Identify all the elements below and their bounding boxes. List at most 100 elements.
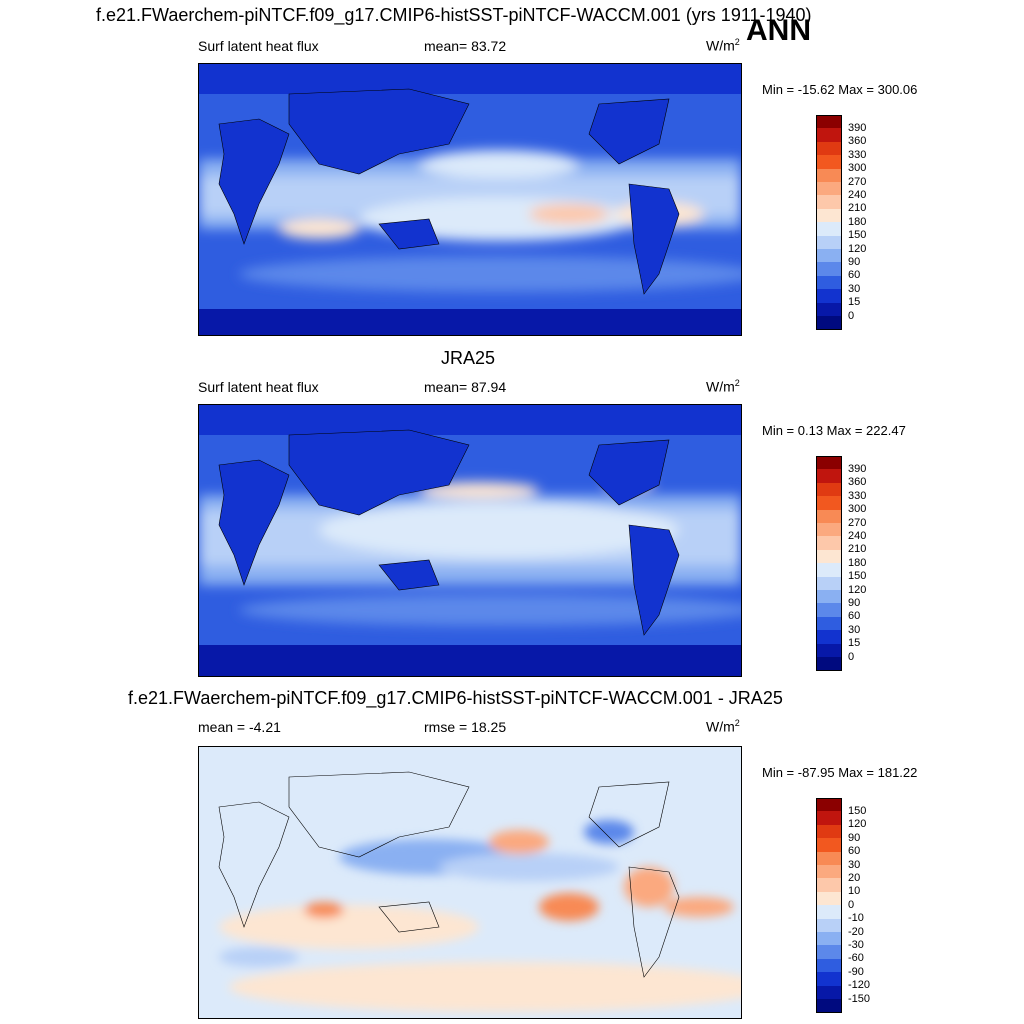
colorbar-box	[816, 932, 842, 946]
colorbar-box	[816, 891, 842, 906]
colorbar-label: -30	[848, 938, 864, 951]
colorbar-label: 270	[848, 175, 867, 188]
colorbar-box	[816, 128, 842, 142]
colorbar-box	[816, 168, 842, 182]
colorbar-box	[816, 141, 842, 156]
colorbar-box	[816, 115, 842, 130]
panel1-units: W/m2	[706, 37, 740, 54]
colorbar-label: -90	[848, 965, 864, 978]
colorbar-label: 210	[848, 202, 867, 215]
panel1-variable-label: Surf latent heat flux	[198, 38, 319, 54]
colorbar-box	[816, 275, 842, 290]
colorbar-label: 20	[848, 871, 861, 884]
colorbar-box	[816, 208, 842, 223]
colorbar-box	[816, 509, 842, 523]
colorbar-box	[816, 482, 842, 497]
colorbar-label: 10	[848, 885, 861, 898]
colorbar-box	[816, 302, 842, 316]
colorbar-box	[816, 972, 842, 986]
panel3-rmse-label: rmse = 18.25	[424, 719, 507, 735]
panel3-title: f.e21.FWaerchem-piNTCF.f09_g17.CMIP6-his…	[128, 688, 783, 708]
panel3-map	[198, 746, 742, 1019]
panel3-minmax: Min = -87.95 Max = 181.22	[762, 765, 918, 780]
colorbar-box	[816, 945, 842, 959]
colorbar-label: 180	[848, 215, 867, 228]
colorbar-box	[816, 456, 842, 471]
colorbar-box	[816, 289, 842, 303]
colorbar-label: 300	[848, 162, 867, 175]
colorbar-box	[816, 643, 842, 657]
colorbar-box	[816, 590, 842, 604]
colorbar-label: 30	[848, 858, 861, 871]
panel1-minmax: Min = -15.62 Max = 300.06	[762, 82, 918, 97]
colorbar-label: -10	[848, 912, 864, 925]
colorbar-label: 0	[848, 650, 855, 663]
colorbar-box	[816, 195, 842, 209]
colorbar-label: 360	[848, 476, 867, 489]
colorbar-label: 90	[848, 255, 861, 268]
colorbar-label: 360	[848, 135, 867, 148]
colorbar-box	[816, 838, 842, 852]
colorbar-label: 60	[848, 845, 861, 858]
panel2-map	[198, 404, 742, 677]
colorbar-box	[816, 549, 842, 564]
season-label: ANN	[746, 14, 811, 47]
colorbar-box	[816, 905, 842, 919]
colorbar-label: -60	[848, 952, 864, 965]
colorbar-box	[816, 262, 842, 276]
panel1-units-exponent: 2	[734, 37, 740, 47]
colorbar-label: 0	[848, 898, 855, 911]
colorbar-label: 270	[848, 516, 867, 529]
colorbar-box	[816, 865, 842, 879]
colorbar-box	[816, 523, 842, 537]
panel3-units-exponent: 2	[734, 718, 740, 728]
colorbar-label: 240	[848, 188, 867, 201]
panel1-units-base: W/m	[706, 37, 735, 54]
panel1-title: f.e21.FWaerchem-piNTCF.f09_g17.CMIP6-his…	[96, 5, 812, 25]
colorbar-box	[816, 469, 842, 483]
panel2-minmax: Min = 0.13 Max = 222.47	[762, 423, 906, 438]
colorbar-label: 120	[848, 583, 867, 596]
colorbar-box	[816, 536, 842, 550]
colorbar-box	[816, 878, 842, 892]
colorbar-box	[816, 222, 842, 236]
colorbar-label: 30	[848, 623, 861, 636]
panel2-units: W/m2	[706, 378, 740, 395]
panel1-mean-label: mean= 83.72	[424, 38, 507, 54]
colorbar-label: 120	[848, 242, 867, 255]
colorbar-box	[816, 824, 842, 839]
colorbar-box	[816, 616, 842, 631]
colorbar-label: 90	[848, 831, 861, 844]
colorbar-label: 90	[848, 596, 861, 609]
colorbar-label: 150	[848, 229, 867, 242]
colorbar-label: 180	[848, 556, 867, 569]
colorbar-box	[816, 657, 842, 672]
colorbar-label: 150	[848, 570, 867, 583]
panel1-map	[198, 63, 742, 336]
colorbar-box	[816, 630, 842, 644]
panel3-mean-label: mean = -4.21	[198, 719, 281, 735]
colorbar-box	[816, 316, 842, 331]
colorbar-label: 60	[848, 269, 861, 282]
colorbar-box	[816, 182, 842, 196]
panel2-mean-label: mean= 87.94	[424, 379, 507, 395]
colorbar-label: 210	[848, 543, 867, 556]
colorbar-box	[816, 999, 842, 1014]
colorbar-box	[816, 563, 842, 577]
colorbar-label: 30	[848, 282, 861, 295]
colorbar-label: 15	[848, 637, 861, 650]
colorbar-box	[816, 235, 842, 249]
colorbar-box	[816, 851, 842, 865]
panel3-units-base: W/m	[706, 718, 735, 735]
colorbar-label: 390	[848, 462, 867, 475]
colorbar-box	[816, 249, 842, 263]
colorbar-label: -120	[848, 979, 871, 992]
colorbar-box	[816, 798, 842, 813]
colorbar-label: 300	[848, 503, 867, 516]
colorbar-label: 390	[848, 121, 867, 134]
panel2-units-base: W/m	[706, 378, 735, 395]
colorbar-box	[816, 576, 842, 590]
colorbar-label: 60	[848, 610, 861, 623]
colorbar-label: 0	[848, 309, 855, 322]
panel2-variable-label: Surf latent heat flux	[198, 379, 319, 395]
